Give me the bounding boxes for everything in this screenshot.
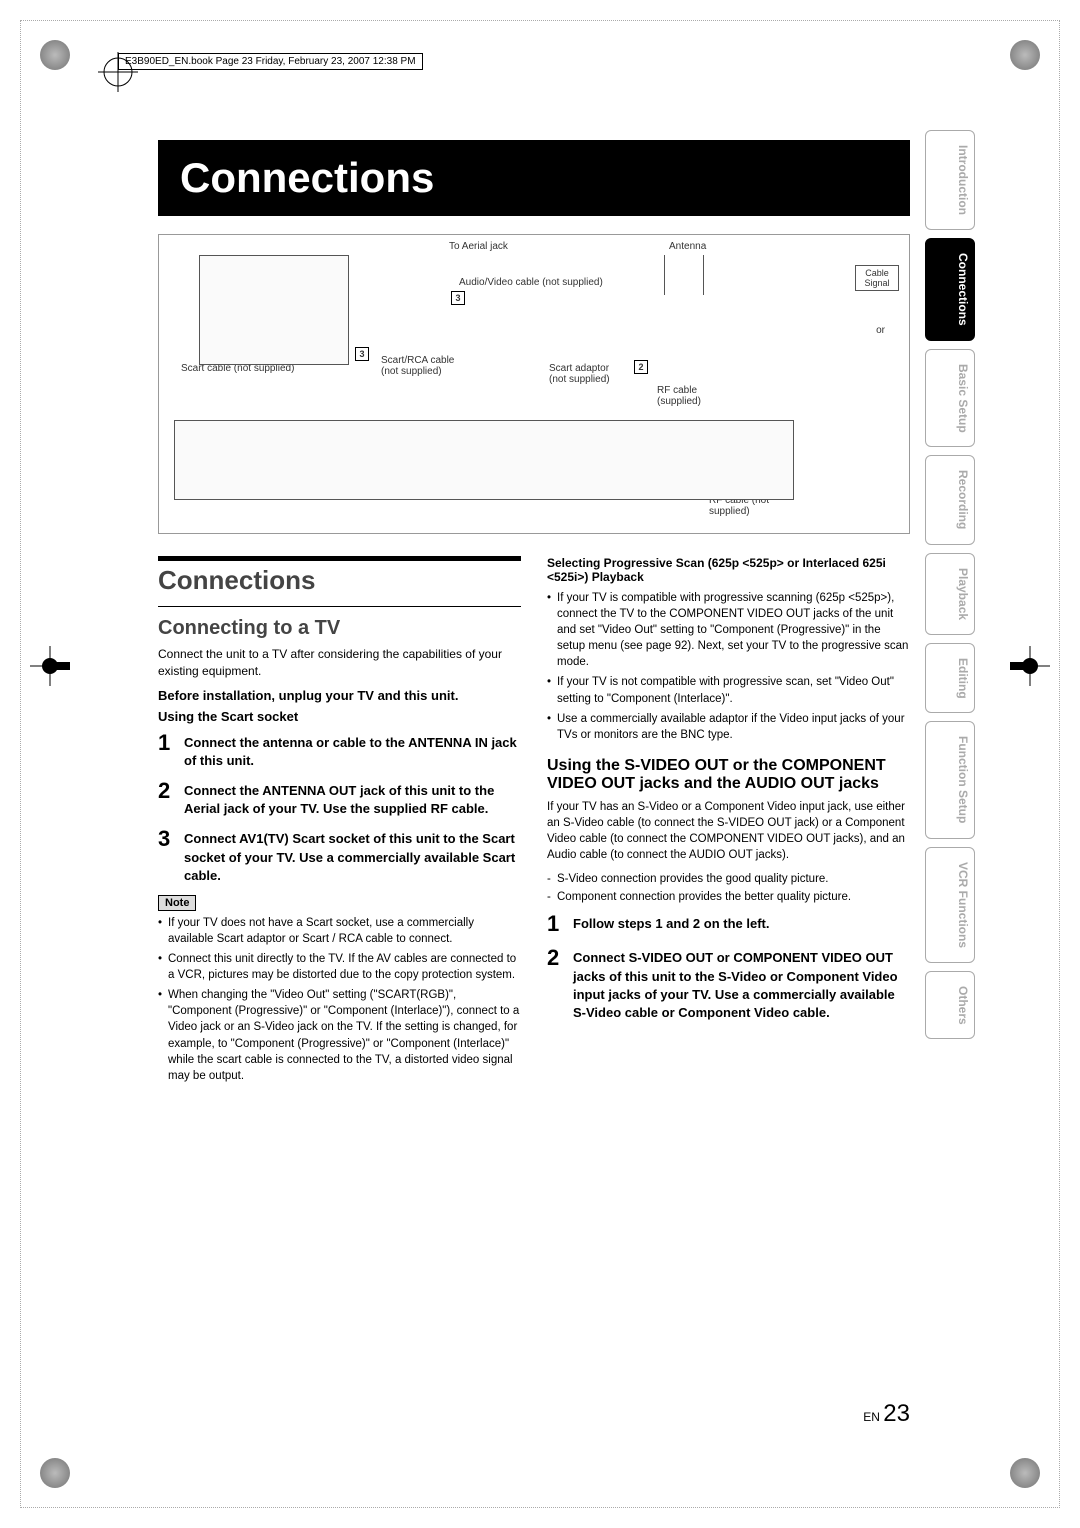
step-text: Connect the antenna or cable to the ANTE…: [184, 730, 521, 770]
step-item: 3 Connect AV1(TV) Scart socket of this u…: [158, 826, 521, 885]
unit-shape-icon: [174, 420, 794, 500]
diagram-label: Scart/RCA cable (not supplied): [381, 355, 471, 377]
diagram-label: Antenna: [669, 241, 706, 252]
step-number: 1: [547, 911, 573, 937]
diagram-label: Scart adaptor (not supplied): [549, 363, 629, 385]
side-tab-vcr-functions[interactable]: VCR Functions: [925, 847, 975, 963]
side-tab-connections[interactable]: Connections: [925, 238, 975, 341]
side-tab-function-setup[interactable]: Function Setup: [925, 721, 975, 838]
right-column: Selecting Progressive Scan (625p <525p> …: [547, 556, 910, 1088]
diagram-label: Audio/Video cable (not supplied): [459, 277, 603, 288]
corner-ornament-icon: [1010, 40, 1040, 70]
step-item: 2 Connect the ANTENNA OUT jack of this u…: [158, 778, 521, 818]
subsection-title: Connecting to a TV: [158, 617, 521, 640]
body-text: Connect the unit to a TV after consideri…: [158, 646, 521, 680]
subsection-title: Using the S-VIDEO OUT or the COMPONENT V…: [547, 757, 910, 793]
rule: [158, 606, 521, 607]
bullet-item: Use a commercially available adaptor if …: [547, 711, 910, 743]
dash-list: S-Video connection provides the good qua…: [547, 871, 910, 905]
bullet-item: If your TV is not compatible with progre…: [547, 674, 910, 706]
diagram-label: or: [876, 325, 885, 336]
step-item: 1 Follow steps 1 and 2 on the left.: [547, 911, 910, 937]
rule: [158, 556, 521, 561]
antenna-shape-icon: [664, 255, 704, 295]
section-title: Connections: [158, 565, 521, 596]
heading-text: Using the Scart socket: [158, 709, 521, 724]
side-tab-introduction[interactable]: Introduction: [925, 130, 975, 230]
heading-text: Selecting Progressive Scan (625p <525p> …: [547, 556, 910, 584]
diagram-callout-3-icon: 3: [451, 291, 465, 305]
page-number: EN 23: [863, 1400, 910, 1428]
note-list: If your TV does not have a Scart socket,…: [158, 915, 521, 1084]
side-tab-recording[interactable]: Recording: [925, 455, 975, 544]
step-item: 1 Connect the antenna or cable to the AN…: [158, 730, 521, 770]
diagram-callout-2-icon: 2: [634, 360, 648, 374]
diagram-label: To Aerial jack: [449, 241, 508, 252]
corner-ornament-icon: [40, 40, 70, 70]
page-lang: EN: [863, 1410, 880, 1424]
side-tab-playback[interactable]: Playback: [925, 553, 975, 635]
page-number-value: 23: [883, 1400, 910, 1427]
registration-mark-icon: [30, 646, 70, 686]
side-tab-editing[interactable]: Editing: [925, 643, 975, 714]
step-item: 2 Connect S-VIDEO OUT or COMPONENT VIDEO…: [547, 945, 910, 1022]
left-column: Connections Connecting to a TV Connect t…: [158, 556, 521, 1088]
side-tab-others[interactable]: Others: [925, 971, 975, 1040]
diagram-label: Cable Signal: [855, 265, 899, 291]
header-stamp: E3B90ED_EN.book Page 23 Friday, February…: [118, 53, 423, 70]
step-number: 1: [158, 730, 184, 756]
bullet-list: If your TV is compatible with progressiv…: [547, 590, 910, 743]
side-tab-list: Introduction Connections Basic Setup Rec…: [925, 130, 975, 1039]
note-item: If your TV does not have a Scart socket,…: [158, 915, 521, 947]
registration-mark-icon: [1010, 646, 1050, 686]
page-content: Connections To Aerial jack Antenna Cable…: [158, 140, 910, 1438]
note-item: When changing the "Video Out" setting ("…: [158, 987, 521, 1084]
body-text: If your TV has an S-Video or a Component…: [547, 799, 910, 863]
connection-diagram: To Aerial jack Antenna Cable Signal or A…: [158, 234, 910, 534]
step-text: Connect the ANTENNA OUT jack of this uni…: [184, 778, 521, 818]
step-text: Connect AV1(TV) Scart socket of this uni…: [184, 826, 521, 885]
side-tab-basic-setup[interactable]: Basic Setup: [925, 349, 975, 448]
note-item: Connect this unit directly to the TV. If…: [158, 951, 521, 983]
bullet-item: If your TV is compatible with progressiv…: [547, 590, 910, 670]
corner-ornament-icon: [1010, 1458, 1040, 1488]
step-number: 3: [158, 826, 184, 852]
diagram-callout-3-icon: 3: [355, 347, 369, 361]
tv-shape-icon: [199, 255, 349, 365]
dash-item: S-Video connection provides the good qua…: [547, 871, 910, 887]
step-number: 2: [547, 945, 573, 971]
dash-item: Component connection provides the better…: [547, 889, 910, 905]
chapter-title-banner: Connections: [158, 140, 910, 216]
warning-text: Before installation, unplug your TV and …: [158, 688, 521, 703]
step-text: Connect S-VIDEO OUT or COMPONENT VIDEO O…: [573, 945, 910, 1022]
corner-ornament-icon: [40, 1458, 70, 1488]
note-label: Note: [158, 895, 196, 911]
step-text: Follow steps 1 and 2 on the left.: [573, 911, 769, 933]
diagram-label: RF cable (supplied): [657, 385, 717, 407]
step-number: 2: [158, 778, 184, 804]
